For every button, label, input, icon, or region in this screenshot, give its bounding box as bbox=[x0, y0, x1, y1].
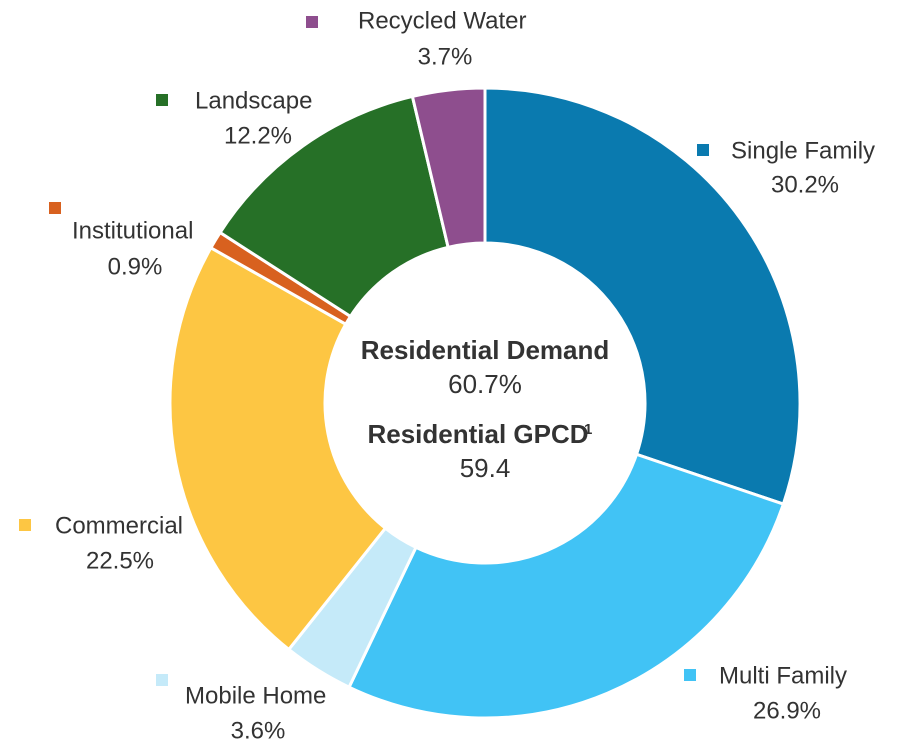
center-value: 59.4 bbox=[460, 453, 511, 483]
slice-label: Landscape bbox=[195, 87, 312, 114]
slice-label: Single Family bbox=[731, 137, 875, 164]
center-title: Residential Demand bbox=[361, 335, 610, 365]
slice-value-label: 26.9% bbox=[753, 697, 821, 724]
slice-label: Mobile Home bbox=[185, 682, 326, 709]
slice bbox=[218, 94, 450, 319]
center-value: 60.7% bbox=[448, 369, 522, 399]
slice-label: Recycled Water bbox=[358, 7, 527, 34]
slice-value-label: 3.6% bbox=[231, 717, 286, 744]
legend-swatch bbox=[156, 674, 168, 686]
slice-label: Institutional bbox=[72, 217, 193, 244]
slice-value-label: 12.2% bbox=[224, 122, 292, 149]
slice-value-label: 22.5% bbox=[86, 547, 154, 574]
slice bbox=[483, 86, 802, 506]
center-title: Residential GPCD bbox=[367, 419, 588, 449]
slice-value-label: 3.7% bbox=[418, 43, 473, 70]
slice-label: Multi Family bbox=[719, 662, 847, 689]
slice bbox=[168, 245, 388, 652]
legend-swatch bbox=[49, 202, 61, 214]
slice bbox=[410, 86, 487, 250]
slice-label: Commercial bbox=[55, 512, 183, 539]
legend-swatch bbox=[19, 519, 31, 531]
legend-swatch bbox=[697, 144, 709, 156]
slice-value-label: 30.2% bbox=[771, 171, 839, 198]
center-superscript: 1 bbox=[584, 421, 592, 438]
legend-swatch bbox=[156, 94, 168, 106]
legend-swatch bbox=[684, 669, 696, 681]
legend-swatch bbox=[306, 16, 318, 28]
slice-value-label: 0.9% bbox=[108, 253, 163, 280]
slice bbox=[347, 452, 786, 720]
